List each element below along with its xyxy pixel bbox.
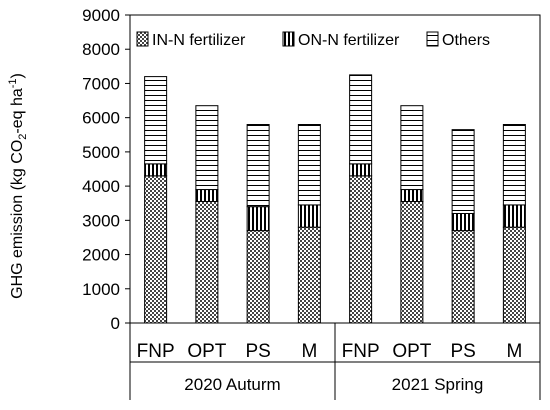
bar-segment-on-n-fertilizer <box>349 163 373 177</box>
x-category-label: M <box>301 341 317 362</box>
y-tick-label: 4000 <box>82 177 120 196</box>
bar-segment-on-n-fertilizer <box>400 189 424 203</box>
y-axis-label-part: GHG emission (kg CO <box>9 140 26 299</box>
bar-segment-in-n-fertilizer <box>502 226 526 324</box>
y-tick-label: 9000 <box>82 6 120 25</box>
x-category-label: OPT <box>392 341 431 362</box>
bar-segment-others <box>297 124 321 206</box>
bars <box>144 74 526 324</box>
legend-swatch-others <box>426 31 439 47</box>
y-axis-label-part: ) <box>9 73 26 78</box>
x-category-label: FNP <box>137 341 175 362</box>
x-group-label: 2020 Auturm <box>184 375 280 394</box>
bar-segment-in-n-fertilizer <box>451 230 475 324</box>
y-tick-label: 0 <box>111 314 120 333</box>
x-axis-groups: 2020 Auturm 2021 Spring <box>184 375 483 394</box>
bar-segment-in-n-fertilizer <box>144 175 168 324</box>
y-tick-label: 2000 <box>82 246 120 265</box>
legend-label-others: Others <box>442 32 490 49</box>
bar-segment-on-n-fertilizer <box>297 204 321 228</box>
bar-segment-others <box>349 74 373 165</box>
bar-segment-others <box>451 129 475 214</box>
bar-segment-in-n-fertilizer <box>400 201 424 324</box>
x-category-label: M <box>506 341 522 362</box>
y-tick-label: 7000 <box>82 74 120 93</box>
y-axis: 0 1000 2000 3000 4000 5000 6000 7000 8000 9000 <box>82 6 130 333</box>
x-axis-categories: FNP OPT PS M FNP OPT PS M <box>137 341 523 362</box>
legend-swatch-in-n-fertilizer <box>136 31 149 47</box>
legend-label-in-n-fertilizer: IN-N fertilizer <box>152 32 246 49</box>
y-tick-label: 1000 <box>82 280 120 299</box>
x-category-label: FNP <box>342 341 380 362</box>
bar-segment-others <box>195 105 219 191</box>
y-axis-label: GHG emission (kg CO2-eq ha-1) <box>7 73 29 299</box>
bar-segment-on-n-fertilizer <box>144 163 168 177</box>
y-tick-label: 8000 <box>82 40 120 59</box>
x-category-label: PS <box>450 341 475 362</box>
bar-segment-in-n-fertilizer <box>195 201 219 324</box>
y-tick-label: 5000 <box>82 143 120 162</box>
legend-swatch-on-n-fertilizer <box>282 31 295 47</box>
x-category-label: OPT <box>187 341 226 362</box>
bar-segment-others <box>400 105 424 191</box>
legend-label-on-n-fertilizer: ON-N fertilizer <box>298 32 400 49</box>
bar-segment-in-n-fertilizer <box>246 230 270 324</box>
y-axis-label-superscript: -1 <box>7 78 19 88</box>
bar-segment-on-n-fertilizer <box>502 204 526 228</box>
x-category-label: PS <box>245 341 270 362</box>
plot-frame <box>129 14 541 400</box>
bar-segment-others <box>246 124 270 208</box>
bar-segment-in-n-fertilizer <box>297 226 321 324</box>
bar-segment-on-n-fertilizer <box>195 189 219 203</box>
bar-segment-others <box>144 76 168 165</box>
bar-segment-on-n-fertilizer <box>451 212 475 232</box>
plot-border <box>129 14 541 324</box>
bar-segment-on-n-fertilizer <box>246 206 270 232</box>
y-axis-label-part: -eq ha <box>9 88 26 133</box>
y-axis-label-subscript: 2 <box>17 134 29 140</box>
y-tick-label: 6000 <box>82 109 120 128</box>
legend: IN-N fertilizer ON-N fertilizer Others <box>136 31 490 49</box>
bar-segment-in-n-fertilizer <box>349 175 373 324</box>
y-tick-label: 3000 <box>82 211 120 230</box>
x-group-label: 2021 Spring <box>392 375 484 394</box>
bar-segment-others <box>502 124 526 206</box>
